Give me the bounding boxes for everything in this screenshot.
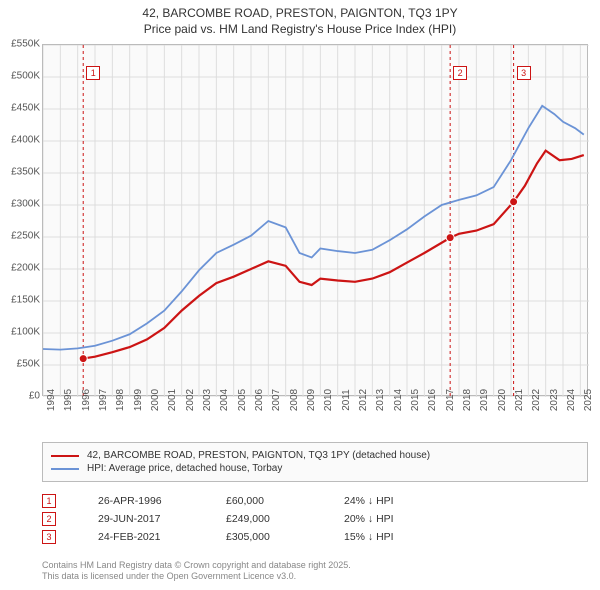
x-tick-label: 2020 (497, 389, 508, 411)
sales-row-diff: 20% ↓ HPI (344, 513, 464, 525)
x-tick-label: 2009 (306, 389, 317, 411)
y-tick-label: £550K (0, 39, 40, 50)
sales-row: 2 29-JUN-2017 £249,000 20% ↓ HPI (42, 512, 588, 526)
title-line-1: 42, BARCOMBE ROAD, PRESTON, PAIGNTON, TQ… (10, 6, 590, 22)
x-tick-label: 2005 (237, 389, 248, 411)
x-tick-label: 2006 (254, 389, 265, 411)
sale-marker-box: 3 (517, 66, 531, 80)
x-tick-label: 2022 (531, 389, 542, 411)
legend-box: 42, BARCOMBE ROAD, PRESTON, PAIGNTON, TQ… (42, 442, 588, 482)
y-tick-label: £250K (0, 231, 40, 242)
x-tick-label: 2001 (167, 389, 178, 411)
chart-svg (43, 45, 589, 397)
legend-swatch (51, 468, 79, 470)
sales-row-marker: 2 (42, 512, 56, 526)
sales-row-diff: 15% ↓ HPI (344, 531, 464, 543)
footer-attribution: Contains HM Land Registry data © Crown c… (42, 560, 351, 582)
sale-marker-box: 2 (453, 66, 467, 80)
x-tick-label: 1997 (98, 389, 109, 411)
y-tick-label: £350K (0, 167, 40, 178)
legend-item: 42, BARCOMBE ROAD, PRESTON, PAIGNTON, TQ… (51, 450, 579, 461)
sales-row-marker: 3 (42, 530, 56, 544)
x-tick-label: 2012 (358, 389, 369, 411)
chart-title: 42, BARCOMBE ROAD, PRESTON, PAIGNTON, TQ… (0, 0, 600, 37)
x-tick-label: 1994 (46, 389, 57, 411)
x-tick-label: 2011 (341, 389, 352, 411)
x-tick-label: 2015 (410, 389, 421, 411)
y-tick-label: £50K (0, 359, 40, 370)
title-line-2: Price paid vs. HM Land Registry's House … (10, 22, 590, 38)
x-tick-label: 2008 (289, 389, 300, 411)
x-tick-label: 2000 (150, 389, 161, 411)
footer-line: Contains HM Land Registry data © Crown c… (42, 560, 351, 571)
x-tick-label: 2017 (445, 389, 456, 411)
legend-label: 42, BARCOMBE ROAD, PRESTON, PAIGNTON, TQ… (87, 450, 430, 461)
sales-row-price: £60,000 (226, 495, 326, 507)
sales-row: 3 24-FEB-2021 £305,000 15% ↓ HPI (42, 530, 588, 544)
sales-row-date: 24-FEB-2021 (98, 531, 208, 543)
x-tick-label: 2019 (479, 389, 490, 411)
x-tick-label: 2018 (462, 389, 473, 411)
sales-row-diff: 24% ↓ HPI (344, 495, 464, 507)
x-tick-label: 1995 (63, 389, 74, 411)
x-tick-label: 1998 (115, 389, 126, 411)
x-tick-label: 2007 (271, 389, 282, 411)
sales-row-date: 26-APR-1996 (98, 495, 208, 507)
x-tick-label: 1996 (81, 389, 92, 411)
y-tick-label: £0 (0, 391, 40, 402)
y-tick-label: £450K (0, 103, 40, 114)
x-tick-label: 2024 (566, 389, 577, 411)
sales-row-price: £249,000 (226, 513, 326, 525)
x-tick-label: 2003 (202, 389, 213, 411)
y-tick-label: £100K (0, 327, 40, 338)
y-tick-label: £400K (0, 135, 40, 146)
legend-label: HPI: Average price, detached house, Torb… (87, 463, 282, 474)
sales-row-marker: 1 (42, 494, 56, 508)
x-tick-label: 2010 (323, 389, 334, 411)
x-tick-label: 2004 (219, 389, 230, 411)
chart-plot-area (42, 44, 588, 396)
x-tick-label: 2014 (393, 389, 404, 411)
sales-row: 1 26-APR-1996 £60,000 24% ↓ HPI (42, 494, 588, 508)
sales-row-date: 29-JUN-2017 (98, 513, 208, 525)
x-tick-label: 2021 (514, 389, 525, 411)
legend-item: HPI: Average price, detached house, Torb… (51, 463, 579, 474)
y-tick-label: £500K (0, 71, 40, 82)
x-tick-label: 2002 (185, 389, 196, 411)
x-tick-label: 1999 (133, 389, 144, 411)
y-tick-label: £300K (0, 199, 40, 210)
sales-row-price: £305,000 (226, 531, 326, 543)
x-tick-label: 2025 (583, 389, 594, 411)
x-tick-label: 2016 (427, 389, 438, 411)
sales-table: 1 26-APR-1996 £60,000 24% ↓ HPI 2 29-JUN-2017… (42, 490, 588, 548)
x-tick-label: 2023 (549, 389, 560, 411)
y-tick-label: £150K (0, 295, 40, 306)
x-tick-label: 2013 (375, 389, 386, 411)
legend-swatch (51, 455, 79, 457)
y-tick-label: £200K (0, 263, 40, 274)
footer-line: This data is licensed under the Open Gov… (42, 571, 351, 582)
sale-marker-box: 1 (86, 66, 100, 80)
